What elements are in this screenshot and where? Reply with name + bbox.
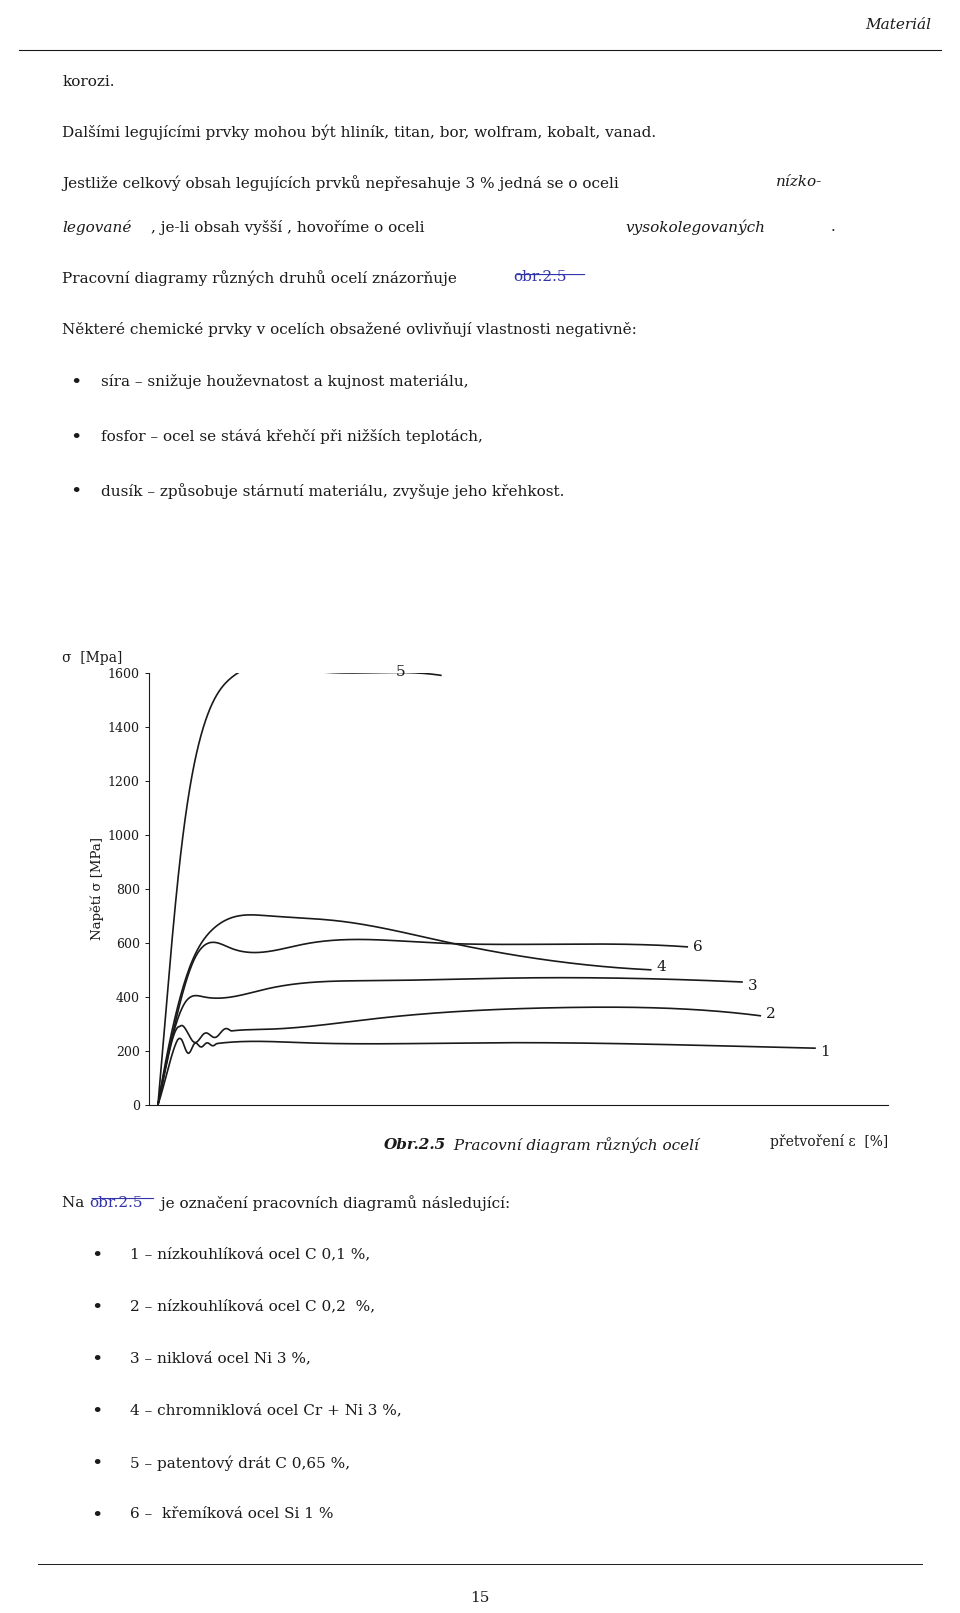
Text: nízko-: nízko- — [776, 176, 822, 189]
Text: Pracovní diagramy různých druhů ocelí znázorňuje: Pracovní diagramy různých druhů ocelí zn… — [62, 271, 462, 286]
Text: dusík – způsobuje stárnutí materiálu, zvyšuje jeho křehkost.: dusík – způsobuje stárnutí materiálu, zv… — [101, 484, 564, 500]
Text: Pracovní diagram různých ocelí: Pracovní diagram různých ocelí — [449, 1137, 699, 1153]
Text: Na: Na — [62, 1195, 89, 1210]
Text: 6 –  křemíková ocel Si 1 %: 6 – křemíková ocel Si 1 % — [130, 1507, 333, 1521]
Text: vysokolegovaných: vysokolegovaných — [626, 219, 766, 235]
Text: 5: 5 — [396, 666, 405, 679]
Text: Jestliže celkový obsah legujících prvků nepřesahuje 3 % jedná se o oceli: Jestliže celkový obsah legujících prvků … — [62, 176, 624, 192]
Text: Materiál: Materiál — [865, 18, 931, 32]
Text: fosfor – ocel se stává křehčí při nižších teplotách,: fosfor – ocel se stává křehčí při nižšíc… — [101, 429, 483, 444]
Text: obr.2.5: obr.2.5 — [89, 1195, 143, 1210]
Text: 1 – nízkouhlíková ocel C 0,1 %,: 1 – nízkouhlíková ocel C 0,1 %, — [130, 1247, 370, 1261]
Text: je označení pracovních diagramů následující:: je označení pracovních diagramů následuj… — [156, 1195, 511, 1211]
Text: Obr.2.5: Obr.2.5 — [384, 1139, 446, 1152]
Text: •: • — [91, 1403, 103, 1421]
Text: korozi.: korozi. — [62, 74, 115, 89]
Text: 1: 1 — [821, 1045, 830, 1060]
Text: •: • — [91, 1507, 103, 1526]
Text: •: • — [70, 374, 82, 392]
Text: přetvoření ε  [%]: přetvoření ε [%] — [770, 1134, 888, 1148]
Text: 2 – nízkouhlíková ocel C 0,2  %,: 2 – nízkouhlíková ocel C 0,2 %, — [130, 1300, 374, 1313]
Text: Některé chemické prvky v ocelích obsažené ovlivňují vlastnosti negativně:: Některé chemické prvky v ocelích obsažen… — [62, 323, 637, 337]
Text: 3: 3 — [748, 979, 757, 994]
Text: .: . — [830, 219, 835, 234]
Text: 2: 2 — [766, 1008, 776, 1021]
Text: •: • — [70, 484, 82, 502]
Text: •: • — [91, 1300, 103, 1318]
Text: 6: 6 — [693, 940, 703, 953]
Text: •: • — [91, 1455, 103, 1473]
Text: σ  [Mpa]: σ [Mpa] — [62, 650, 123, 665]
Y-axis label: Napětí σ [MPa]: Napětí σ [MPa] — [90, 837, 104, 940]
Text: Dalšími legujícími prvky mohou být hliník, titan, bor, wolfram, kobalt, vanad.: Dalšími legujícími prvky mohou být hliní… — [62, 124, 657, 140]
Text: •: • — [91, 1247, 103, 1266]
Text: 5 – patentový drát C 0,65 %,: 5 – patentový drát C 0,65 %, — [130, 1455, 349, 1471]
Text: síra – snižuje houževnatost a kujnost materiálu,: síra – snižuje houževnatost a kujnost ma… — [101, 374, 468, 389]
Text: obr.2.5: obr.2.5 — [514, 271, 567, 284]
Text: •: • — [70, 429, 82, 447]
Text: 4 – chromniklová ocel Cr + Ni 3 %,: 4 – chromniklová ocel Cr + Ni 3 %, — [130, 1403, 401, 1418]
Text: 4: 4 — [657, 960, 666, 974]
Text: 15: 15 — [470, 1590, 490, 1605]
Text: , je-li obsah vyšší , hovoříme o oceli: , je-li obsah vyšší , hovoříme o oceli — [151, 219, 429, 235]
Text: •: • — [91, 1352, 103, 1369]
Text: legované: legované — [62, 219, 132, 235]
Text: 3 – niklová ocel Ni 3 %,: 3 – niklová ocel Ni 3 %, — [130, 1352, 310, 1365]
